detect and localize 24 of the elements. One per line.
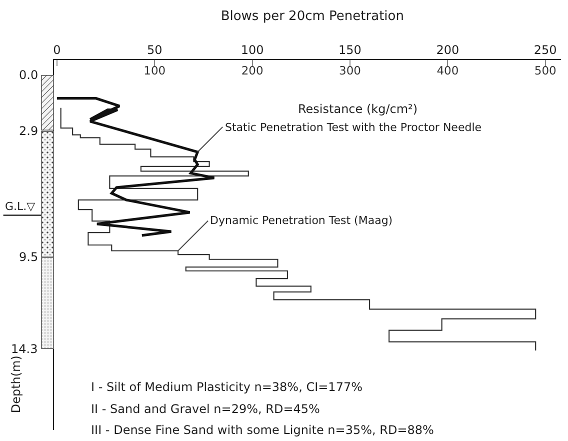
y-tick-label: 14.3 [11,342,38,356]
x2-tick-label: 100 [144,64,166,78]
chart-title: Blows per 20cm Penetration [220,9,404,24]
y-tick-label: 0.0 [19,68,38,82]
x-tick-label: 250 [534,43,557,58]
x-tick-label: 50 [146,43,162,58]
x-tick-label: 0 [53,43,61,58]
series-label: Dynamic Penetration Test (Maag) [210,214,393,227]
x2-axis-title: Resistance (kg/cm²) [298,102,418,116]
ref-line-label: G.L.▽ [5,200,36,213]
x-tick-label: 150 [338,43,362,58]
annotation: I - Silt of Medium Plasticity n=38%, CI=177% [91,380,362,394]
x-tick-label: 200 [436,43,460,58]
x2-tick-label: 300 [339,64,361,78]
text: Static Penetration Test with the Proctor Needle [225,121,482,134]
y-axis-title: Depth(m) [8,356,23,414]
annotation: III - Dense Fine Sand with some Lignite n=35%, RD=88% [91,423,434,437]
x2-tick-label: 400 [436,64,459,78]
y-tick-label: 2.9 [19,124,38,138]
x-tick-label: 100 [240,43,264,58]
x2-tick-label: 200 [241,64,264,78]
y-tick-label: 9.5 [19,250,38,264]
annotation: II - Sand and Gravel n=29%, RD=45% [91,402,320,416]
x2-tick-label: 500 [534,64,556,78]
